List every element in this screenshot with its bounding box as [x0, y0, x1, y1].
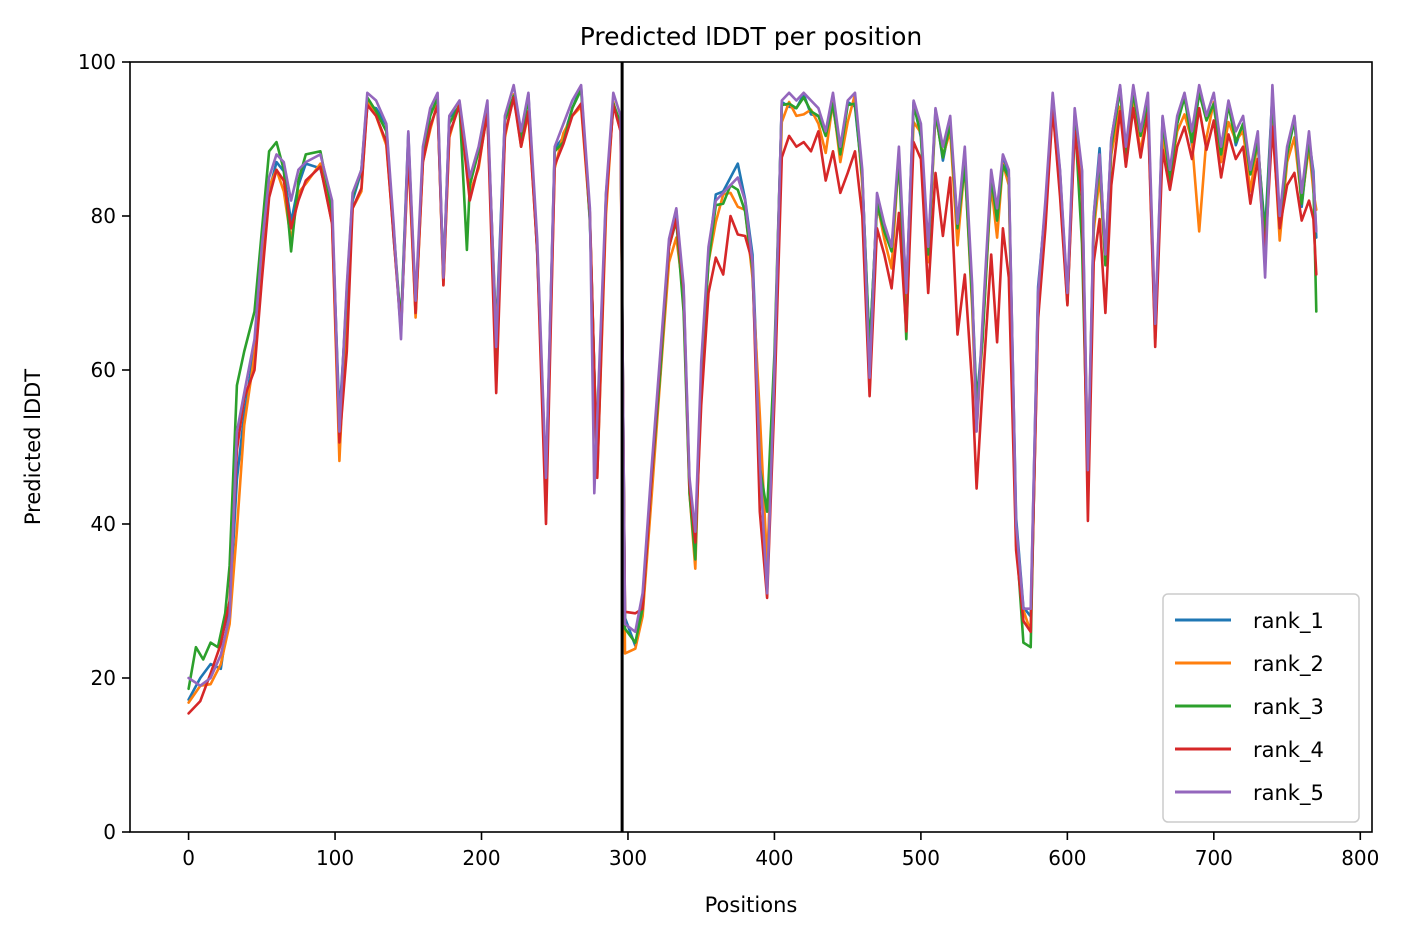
- x-tick-label: 200: [462, 846, 500, 870]
- legend-label: rank_5: [1253, 781, 1324, 806]
- plot-area: [129, 61, 1373, 833]
- legend-label: rank_4: [1253, 738, 1324, 763]
- legend-label: rank_2: [1253, 652, 1324, 677]
- x-tick-label: 100: [316, 846, 354, 870]
- legend-item-rank-4: rank_4: [1175, 738, 1324, 763]
- x-tick-label: 500: [902, 846, 940, 870]
- y-tick-label: 60: [91, 358, 116, 382]
- legend-item-rank-1: rank_1: [1175, 609, 1324, 634]
- legend-label: rank_1: [1253, 609, 1324, 634]
- y-tick-label: 100: [78, 50, 116, 74]
- y-tick-label: 0: [103, 820, 116, 844]
- x-tick-label: 0: [182, 846, 195, 870]
- x-axis-label: Positions: [705, 893, 798, 917]
- legend: rank_1 rank_2 rank_3 rank_4 rank_5: [1162, 593, 1360, 823]
- legend-item-rank-3: rank_3: [1175, 695, 1324, 720]
- y-tick-label: 40: [91, 512, 116, 536]
- legend-item-rank-5: rank_5: [1175, 781, 1324, 806]
- x-tick-label: 300: [609, 846, 647, 870]
- series-line-rank-5: [187, 83, 1318, 687]
- x-tick-label: 600: [1048, 846, 1086, 870]
- x-tick-label: 800: [1341, 846, 1379, 870]
- y-tick-label: 80: [91, 204, 116, 228]
- series-group: [187, 83, 1318, 715]
- x-tick-label: 700: [1195, 846, 1233, 870]
- y-axis-label: Predicted lDDT: [21, 369, 45, 525]
- chart-title: Predicted lDDT per position: [580, 22, 922, 51]
- legend-item-rank-2: rank_2: [1175, 652, 1324, 677]
- legend-label: rank_3: [1253, 695, 1324, 720]
- x-axis: 0 100 200 300 400 500 600 700 800: [182, 832, 1379, 870]
- plot-frame: [129, 61, 1373, 833]
- x-tick-label: 400: [755, 846, 793, 870]
- y-tick-label: 20: [91, 666, 116, 690]
- legend-box: [1162, 593, 1360, 823]
- y-axis: 0 20 40 60 80 100: [78, 50, 130, 844]
